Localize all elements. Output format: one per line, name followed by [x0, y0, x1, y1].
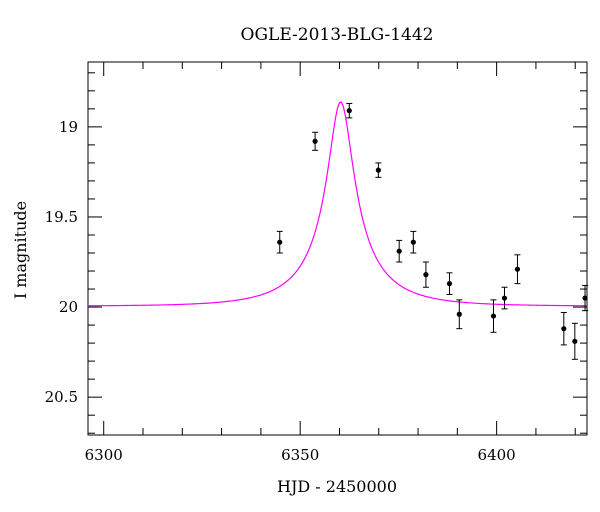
data-point: [346, 102, 353, 119]
data-point: [312, 131, 319, 151]
data-point: [582, 284, 589, 312]
point-marker: [277, 239, 283, 245]
data-point: [501, 286, 508, 310]
data-point: [571, 322, 578, 360]
x-tick-label: 6350: [281, 446, 319, 464]
chart-title: OGLE-2013-BLG-1442: [241, 25, 434, 45]
data-point: [456, 299, 463, 330]
tick-labels: 6300 6350 6400 19 19.5 20 20.5: [45, 118, 516, 464]
plot-frame: [87, 61, 588, 436]
point-marker: [375, 167, 381, 173]
y-axis-label: I magnitude: [11, 201, 30, 299]
data-point: [276, 230, 283, 254]
y-tick-label: 19: [59, 118, 78, 136]
point-marker: [561, 326, 567, 332]
data-point: [396, 239, 403, 263]
data-point: [410, 230, 417, 254]
data-point: [375, 162, 382, 178]
data-point: [490, 299, 497, 333]
x-axis-label: HJD - 2450000: [277, 477, 397, 496]
y-tick-label: 20: [59, 298, 78, 316]
axis-ticks: [88, 62, 587, 435]
point-marker: [514, 266, 521, 272]
point-marker: [396, 248, 402, 254]
data-point: [514, 254, 521, 285]
data-point: [560, 311, 567, 346]
y-tick-label: 19.5: [45, 208, 78, 226]
point-marker: [582, 295, 588, 301]
x-tick-label: 6400: [478, 446, 516, 464]
model-curve: [87, 101, 588, 307]
point-marker: [501, 295, 508, 301]
point-marker: [456, 311, 462, 317]
data-point: [422, 261, 429, 288]
x-tick-label: 6300: [85, 446, 123, 464]
point-marker: [572, 338, 578, 344]
point-marker: [312, 138, 318, 144]
data-point: [446, 272, 453, 295]
data-points: [276, 102, 589, 360]
point-marker: [490, 313, 497, 319]
point-marker: [446, 281, 453, 287]
y-tick-label: 20.5: [45, 388, 78, 406]
point-marker: [423, 272, 429, 278]
point-marker: [410, 239, 416, 245]
point-marker: [346, 108, 352, 114]
